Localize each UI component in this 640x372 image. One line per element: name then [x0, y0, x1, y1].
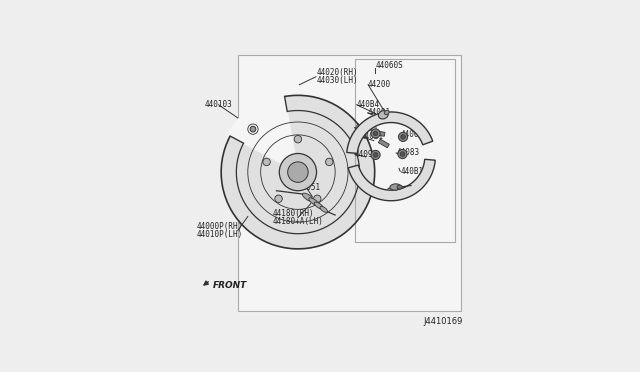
- Ellipse shape: [397, 185, 402, 189]
- Circle shape: [294, 135, 301, 143]
- Bar: [374, 131, 385, 136]
- Text: 44020(RH): 44020(RH): [317, 68, 358, 77]
- Text: 44030(LH): 44030(LH): [317, 76, 358, 85]
- Bar: [378, 139, 389, 148]
- Circle shape: [326, 158, 333, 166]
- Bar: [238, 55, 461, 311]
- Text: 440B4: 440B4: [356, 100, 380, 109]
- Circle shape: [401, 135, 405, 139]
- Polygon shape: [347, 112, 433, 153]
- Text: FRONT: FRONT: [213, 281, 247, 290]
- Circle shape: [275, 195, 282, 202]
- Circle shape: [221, 95, 374, 249]
- Text: J4410169: J4410169: [423, 317, 463, 326]
- Text: 440103: 440103: [204, 100, 232, 109]
- Ellipse shape: [303, 193, 314, 202]
- Text: 44200: 44200: [368, 80, 391, 89]
- Text: 44091: 44091: [367, 108, 390, 117]
- Circle shape: [279, 154, 317, 191]
- Circle shape: [399, 132, 408, 141]
- Text: 44083: 44083: [355, 123, 378, 132]
- Ellipse shape: [390, 184, 401, 190]
- Ellipse shape: [309, 198, 319, 205]
- Text: 44090: 44090: [355, 150, 378, 158]
- Ellipse shape: [320, 206, 328, 212]
- Text: 44010P(LH): 44010P(LH): [197, 230, 243, 239]
- Circle shape: [263, 158, 270, 166]
- Polygon shape: [228, 94, 298, 172]
- Circle shape: [314, 195, 321, 202]
- Circle shape: [373, 131, 378, 136]
- Circle shape: [288, 162, 308, 182]
- Text: 44083: 44083: [396, 148, 419, 157]
- Text: 44051: 44051: [298, 183, 321, 192]
- Text: 44180(RH): 44180(RH): [272, 209, 314, 218]
- Text: 440B1: 440B1: [400, 167, 423, 176]
- Ellipse shape: [384, 110, 389, 115]
- Circle shape: [250, 126, 256, 132]
- Text: 44180+A(LH): 44180+A(LH): [272, 217, 323, 226]
- Circle shape: [373, 153, 378, 157]
- Ellipse shape: [378, 111, 388, 119]
- Circle shape: [400, 152, 404, 156]
- Polygon shape: [348, 159, 435, 201]
- Ellipse shape: [314, 202, 323, 209]
- Text: 44064: 44064: [400, 130, 423, 140]
- Text: 44000P(RH): 44000P(RH): [197, 222, 243, 231]
- Circle shape: [371, 150, 380, 160]
- Bar: [355, 59, 456, 242]
- Circle shape: [398, 150, 407, 158]
- Text: 440B1: 440B1: [361, 132, 384, 141]
- Circle shape: [371, 129, 380, 138]
- Text: 44060S: 44060S: [375, 61, 403, 70]
